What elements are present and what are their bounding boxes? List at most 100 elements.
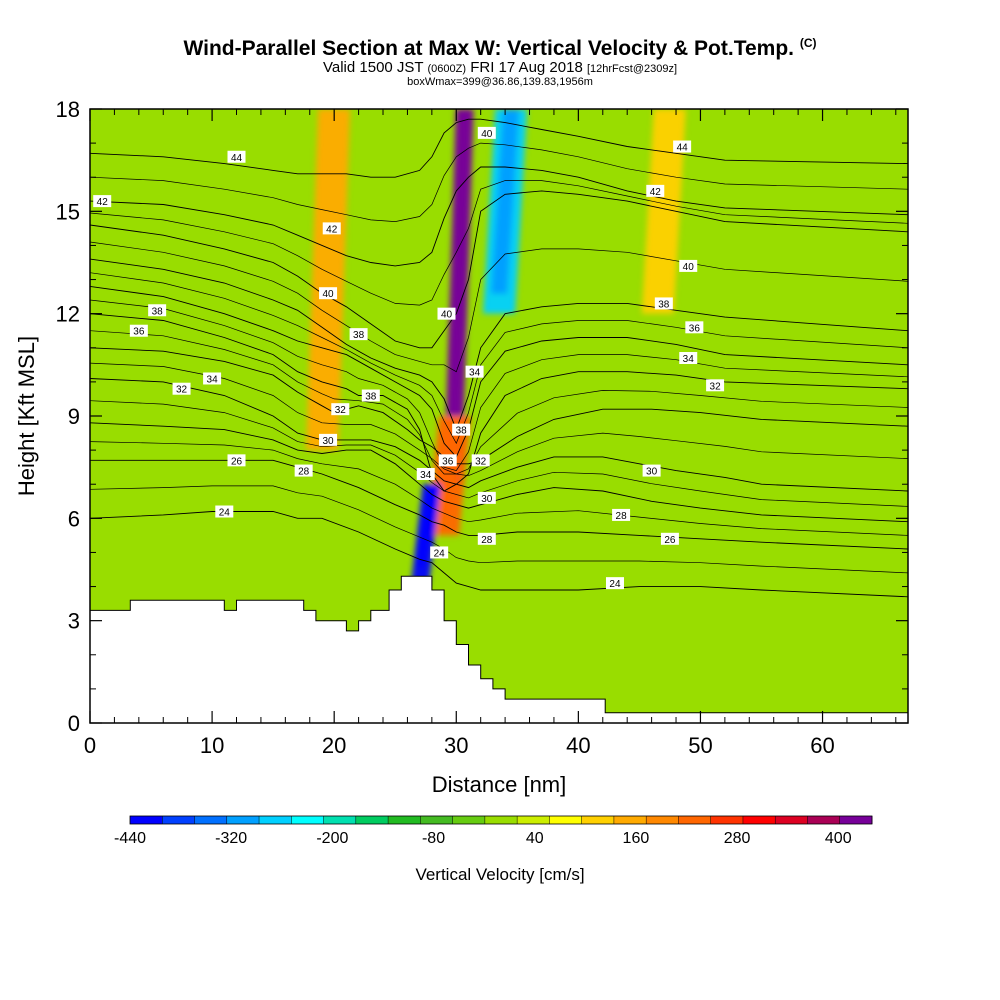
x-tick-label: 10 (200, 733, 224, 758)
contour-label-bg (227, 454, 246, 467)
contour-label-text: 44 (677, 143, 689, 154)
contour-label-text: 24 (609, 579, 621, 590)
subtitle-fcst: [12hrFcst@2309z] (586, 63, 678, 75)
colorbar-swatch (581, 816, 615, 824)
contour-label-38-1: 38 (349, 328, 368, 341)
y-tick-label: 9 (68, 404, 80, 429)
y-tick-label: 6 (68, 506, 80, 531)
contour-label-text: 36 (133, 327, 145, 338)
contour-label-text: 28 (616, 511, 628, 522)
colorbar-tick-label: -320 (215, 830, 247, 847)
colorbar-tick-label: -200 (316, 830, 348, 847)
colorbar-swatch (323, 816, 357, 824)
contour-label-24-0: 24 (215, 505, 234, 519)
contour-label-36-2: 36 (685, 321, 704, 334)
velocity-core-3 (415, 484, 437, 567)
colorbar-swatch (420, 816, 454, 824)
theta-contour-31 (90, 362, 908, 477)
contour-label-bg (203, 372, 222, 385)
contour-label-bg (706, 379, 725, 392)
contour-label-bg (642, 464, 661, 477)
colorbar-swatch (226, 816, 260, 824)
contour-label-30-0: 30 (319, 433, 338, 447)
title-text: Wind-Parallel Section at Max W: Vertical… (183, 37, 794, 60)
contour-label-text: 34 (207, 374, 219, 385)
y-axis-label: Height [Kft MSL] (14, 336, 39, 496)
theta-contour-25 (90, 485, 908, 574)
contour-label-34-1: 34 (416, 467, 435, 481)
x-tick-label: 60 (810, 733, 834, 758)
colorbar-label: Vertical Velocity [cm/s] (415, 865, 584, 884)
contour-label-bg (660, 532, 679, 545)
y-tick-label: 0 (68, 711, 80, 736)
contour-label-bg (215, 505, 234, 518)
theta-contour-38 (90, 258, 908, 431)
contour-label-38-0: 38 (148, 304, 167, 317)
colorbar-swatch (484, 816, 518, 824)
x-tick-label: 40 (566, 733, 590, 758)
contour-label-38-2: 38 (452, 423, 471, 437)
terrain (89, 575, 909, 724)
contour-label-bg (227, 150, 246, 163)
contour-label-text: 28 (481, 535, 493, 546)
contour-label-28-2: 28 (612, 508, 631, 522)
contour-label-bg (361, 389, 380, 402)
contour-label-40-3: 40 (679, 259, 698, 273)
colorbar-tick-label: 400 (825, 830, 852, 847)
contour-label-bg (471, 454, 490, 467)
velocity-bands (306, 109, 686, 587)
contour-label-text: 40 (683, 262, 695, 273)
colorbar-swatch (775, 816, 808, 824)
contour-label-36-1: 36 (438, 454, 457, 467)
contour-label-text: 38 (658, 299, 670, 310)
x-tick-label: 20 (322, 733, 346, 758)
contour-label-28-1: 28 (477, 532, 496, 546)
contour-label-30-1: 30 (477, 491, 496, 505)
contour-label-text: 24 (219, 508, 231, 519)
colorbar-frame (129, 815, 873, 825)
contour-label-40-2: 40 (477, 126, 496, 140)
colorbar-swatch (259, 816, 292, 824)
contour-label-text: 32 (475, 456, 487, 467)
x-tick-label: 0 (84, 733, 96, 758)
velocity-feature-5 (641, 109, 686, 314)
contour-label-bg (673, 140, 692, 153)
theta-contour-37 (90, 272, 908, 445)
y-tick-label: 15 (56, 199, 80, 224)
contour-label-text: 40 (323, 289, 335, 300)
contour-label-34-2: 34 (465, 365, 484, 379)
colorbar-swatch (839, 816, 873, 824)
contour-label-bg (294, 464, 313, 477)
contour-label-text: 26 (231, 456, 243, 467)
contour-label-text: 36 (442, 456, 454, 467)
contour-label-bg (438, 454, 457, 467)
contour-label-32-2: 32 (471, 454, 490, 467)
contour-label-44-0: 44 (227, 150, 246, 164)
contour-label-text: 42 (326, 224, 338, 235)
contour-label-bg (654, 297, 673, 310)
contour-label-30-2: 30 (642, 464, 661, 478)
contour-label-bg (437, 307, 456, 320)
contour-label-bg (477, 532, 496, 545)
contour-label-text: 34 (420, 470, 432, 481)
contour-label-text: 40 (481, 129, 493, 140)
contour-label-text: 32 (176, 385, 188, 396)
contour-label-text: 38 (456, 426, 468, 437)
contour-labels: 24 24 24 26 26 28 28 28 30 30 30 32 32 32 32 34 34 34 34 36… (93, 126, 725, 590)
theta-contour-29 (90, 400, 908, 507)
contour-label-text: 30 (323, 436, 335, 447)
theta-contour-35 (90, 299, 908, 472)
colorbar-swatch (742, 816, 776, 824)
contour-label-text: 38 (365, 392, 377, 403)
contour-label-42-2: 42 (646, 184, 665, 198)
colorbar-swatch (646, 816, 679, 824)
colorbar-tick-label: -80 (422, 830, 445, 847)
contour-label-bg (679, 259, 698, 272)
colorbar-swatch (194, 816, 228, 824)
contour-label-44-1: 44 (673, 140, 692, 154)
contour-label-text: 38 (152, 306, 164, 317)
colorbar-tick-label: 160 (623, 830, 650, 847)
contour-label-26-0: 26 (227, 454, 246, 467)
theta-contour-36 (90, 285, 908, 458)
contour-label-bg (349, 328, 368, 341)
